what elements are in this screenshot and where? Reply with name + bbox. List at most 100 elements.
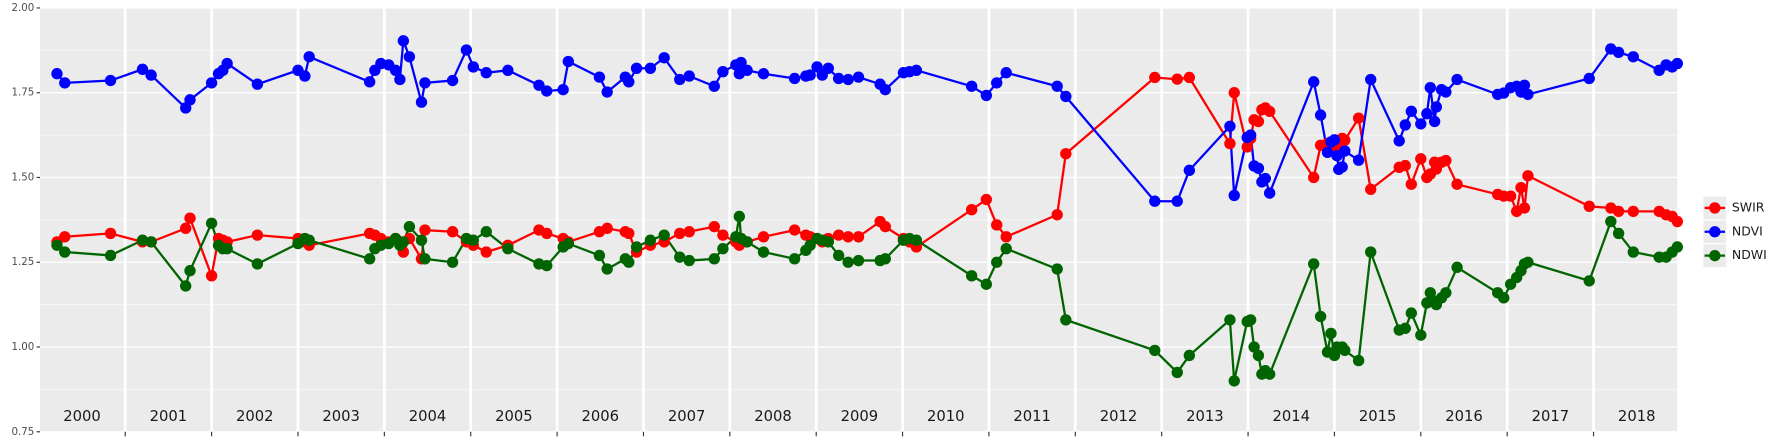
point [683,254,695,267]
point [822,236,834,248]
point [363,76,376,88]
x-tick-label: 2018 [1618,408,1656,425]
x-tick-label: 2005 [495,408,533,425]
point [1244,314,1257,326]
point [1171,195,1183,207]
point [1263,105,1276,118]
x-tick-label: 2001 [150,408,188,425]
x-tick-label: 2015 [1359,408,1397,425]
point [502,64,514,77]
point [1498,292,1510,304]
point [446,74,459,87]
x-tick-label: 2010 [927,408,965,425]
point [1263,368,1276,380]
point [419,253,431,265]
point [502,243,514,255]
point [1424,287,1436,299]
point [1259,172,1272,185]
point [1522,88,1534,101]
point [1325,327,1337,340]
point [1415,118,1427,130]
point [1405,105,1417,118]
point [674,73,686,86]
point [1605,215,1617,228]
y-tick-label: 1.75 [12,88,35,99]
point [1308,76,1320,88]
point [1183,164,1196,177]
point [1308,258,1320,270]
point [1000,231,1012,243]
point [1308,171,1320,184]
point [708,80,720,92]
x-tick-label: 2013 [1186,408,1224,425]
point [467,234,479,246]
point [480,67,492,79]
point [1149,344,1161,357]
point [180,280,192,292]
point [1583,275,1595,287]
x-tick-label: 2008 [754,408,792,425]
point [1451,178,1463,190]
point [683,70,695,82]
point [403,51,416,63]
point [1627,205,1639,218]
point [842,231,854,243]
point [1424,81,1436,94]
point [1060,148,1072,160]
point [733,210,746,223]
x-tick-label: 2009 [841,408,879,425]
point [1252,162,1265,175]
point [1583,72,1595,85]
point [541,227,553,240]
point [59,77,71,89]
point [562,237,574,250]
point [1336,161,1348,173]
point [644,234,657,246]
legend-label: SWIR [1732,199,1765,214]
point [184,265,196,277]
point [1252,349,1265,362]
legend-label: NDVI [1732,223,1763,238]
point [557,83,569,96]
point [658,52,670,64]
point [1263,187,1276,199]
point [674,227,686,240]
point [879,83,891,96]
point [51,239,63,251]
point [717,229,729,241]
point [1440,86,1452,98]
point [184,94,196,106]
point [104,74,117,87]
point [1415,153,1427,165]
point [1522,256,1534,268]
point [389,64,402,77]
point [991,77,1003,89]
point [1060,314,1072,326]
point [1365,183,1377,196]
point [1224,120,1236,132]
point [1399,159,1411,172]
point [1428,115,1441,128]
point [1314,109,1327,121]
x-tick-label: 2014 [1272,408,1310,425]
point [832,72,845,85]
point [1183,349,1196,362]
point [419,224,431,236]
point [1405,307,1417,319]
point [1671,215,1684,228]
point [1051,80,1063,92]
point [397,35,410,47]
point [832,249,845,262]
point [1627,246,1639,258]
point [205,270,218,282]
point [1627,51,1639,63]
point [788,72,801,85]
x-tick-label: 2003 [322,408,360,425]
y-tick-label: 2.00 [12,3,35,14]
point [533,79,545,91]
x-tick-label: 2012 [1100,408,1138,425]
point [221,243,233,255]
point [1515,181,1527,194]
point [51,68,63,80]
point [1060,90,1072,103]
